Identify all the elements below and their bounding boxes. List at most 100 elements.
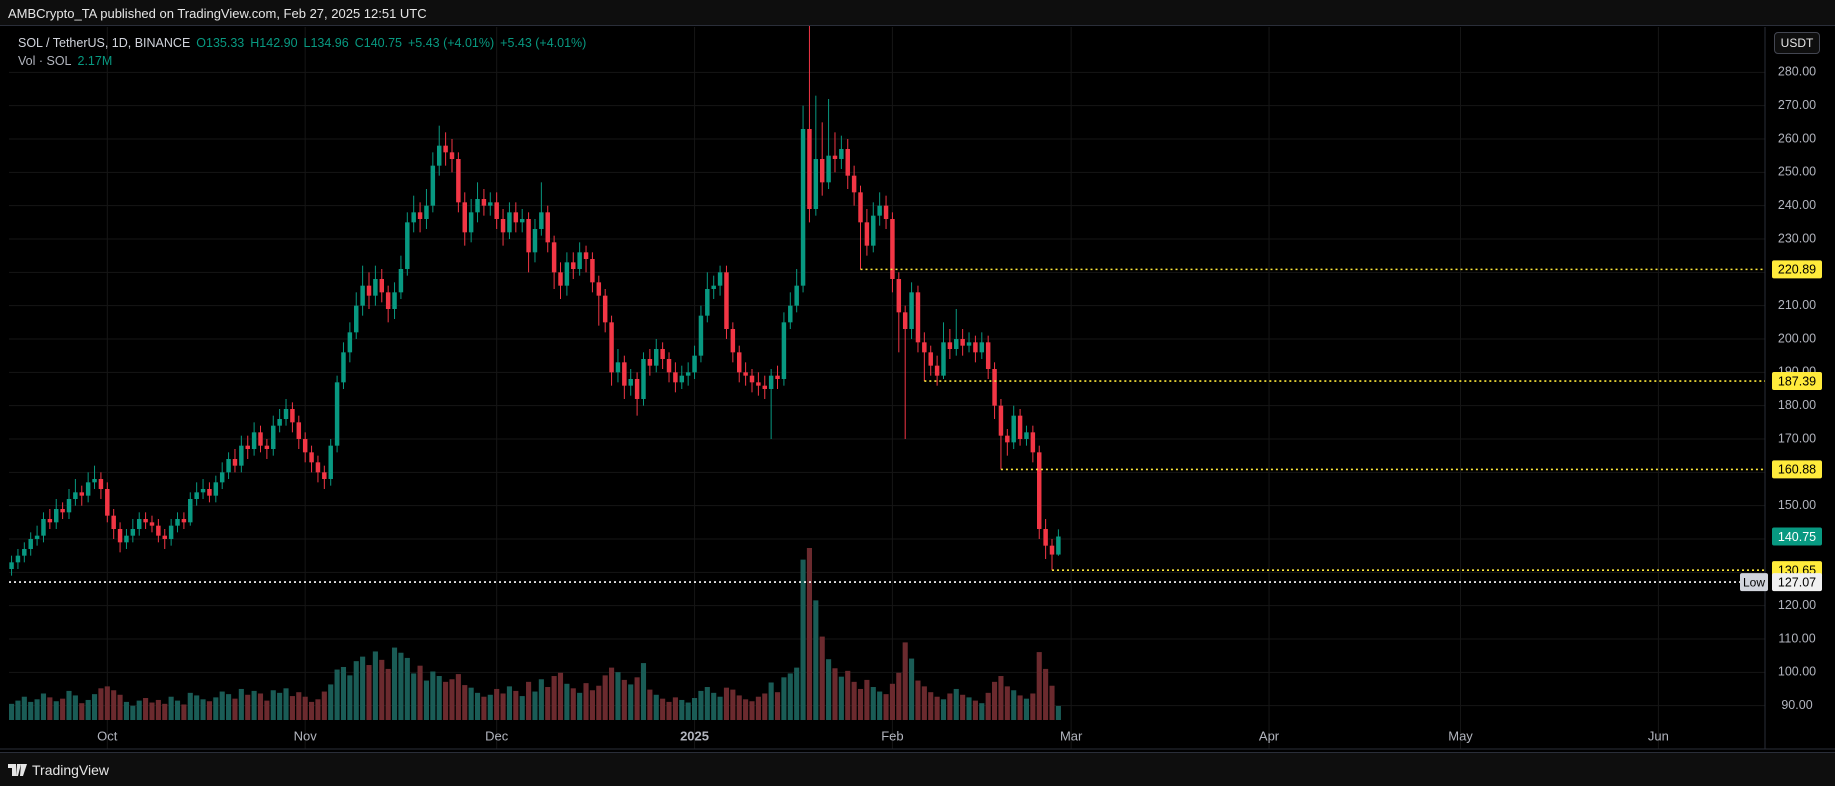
candle-body — [762, 385, 767, 389]
volume-bar — [245, 694, 251, 720]
ohlc-item: O135.33 — [196, 36, 245, 50]
volume-bar — [870, 687, 876, 720]
candle-body — [941, 342, 946, 376]
candle-body — [66, 499, 72, 513]
volume-bar — [264, 700, 270, 720]
volume-bar — [526, 681, 532, 720]
volume-bar — [1030, 693, 1036, 720]
volume-bar — [60, 698, 66, 720]
candle-body — [500, 219, 506, 233]
candle-body — [513, 212, 519, 223]
volume-bar — [749, 701, 755, 720]
level-label: 160.88 — [1778, 463, 1816, 477]
volume-bar — [851, 681, 857, 720]
candle-body — [411, 212, 416, 223]
volume-bar — [34, 699, 40, 720]
candle-body — [800, 129, 806, 286]
low-label-box — [1772, 573, 1822, 592]
candle-body — [136, 519, 142, 529]
volume-bar — [21, 696, 27, 720]
volume-bar — [72, 695, 78, 720]
x-tick-label: May — [1448, 728, 1473, 743]
volume-bar — [998, 676, 1004, 720]
candle-body — [124, 535, 129, 543]
volume-bar — [787, 673, 793, 720]
candle-body — [188, 499, 193, 523]
volume-bar — [883, 694, 889, 720]
volume-bar — [462, 685, 468, 720]
volume-bar — [155, 699, 161, 720]
volume-bar — [647, 689, 653, 720]
candle-body — [456, 159, 461, 203]
x-tick-label: Nov — [294, 728, 318, 743]
ohlc-item: +5.43 (+4.01%) — [407, 36, 495, 50]
candle-body — [551, 242, 557, 273]
candle-body — [1011, 415, 1016, 443]
candle-body — [417, 212, 423, 219]
candle-body — [283, 409, 289, 419]
candle-body — [851, 175, 857, 193]
low-tag: Low — [1743, 575, 1765, 589]
candle-body — [679, 375, 685, 383]
candle-body — [328, 445, 333, 479]
volume-bar — [47, 697, 53, 720]
volume-bar — [979, 703, 985, 720]
candle-body — [436, 145, 442, 166]
volume-bar — [85, 699, 91, 720]
y-tick-label: 270.00 — [1778, 98, 1816, 112]
currency-button[interactable]: USDT — [1774, 32, 1820, 54]
volume-bar — [653, 694, 659, 720]
volume-bar — [628, 684, 634, 720]
volume-bar — [960, 694, 966, 720]
candle-body — [960, 339, 965, 346]
volume-bar — [985, 692, 991, 720]
volume-bar — [487, 694, 493, 720]
volume-bar — [270, 690, 276, 720]
x-tick-label: Dec — [485, 728, 509, 743]
candle-body — [443, 145, 448, 153]
candle-body — [864, 222, 870, 246]
y-tick-label: 200.00 — [1778, 331, 1816, 345]
volume-bar — [226, 694, 232, 720]
level-label-box — [1772, 460, 1822, 479]
candle-body — [883, 205, 889, 219]
volume-bar — [921, 686, 927, 720]
candle-body — [641, 359, 646, 399]
candle-body — [743, 372, 748, 376]
volume-bar — [557, 672, 564, 720]
candle-body — [309, 452, 314, 463]
volume-bar — [200, 699, 206, 720]
volume-bar — [53, 701, 59, 720]
volume-bar — [813, 600, 819, 720]
volume-bar — [909, 658, 915, 720]
volume-bar — [902, 642, 908, 720]
volume-bar — [468, 687, 474, 720]
footer-bar: TradingView — [0, 752, 1835, 786]
candle-body — [232, 459, 238, 466]
candle-body — [194, 492, 199, 499]
volume-bar — [385, 668, 391, 720]
candle-body — [156, 525, 161, 536]
candle-body — [9, 562, 14, 569]
candle-body — [788, 305, 793, 323]
volume-row: Vol · SOL 2.17M — [18, 52, 586, 70]
last-price-box — [1772, 527, 1822, 546]
volume-bar — [136, 700, 142, 720]
volume-bar — [372, 651, 378, 720]
volume-bar — [723, 687, 730, 720]
candle-body — [736, 352, 742, 373]
candle-body — [207, 489, 212, 496]
volume-bar — [717, 696, 723, 720]
candle-body — [92, 479, 97, 483]
volume-bar — [806, 547, 812, 720]
candle-body — [966, 342, 972, 346]
volume-bar — [283, 688, 289, 720]
volume-bar — [334, 669, 340, 720]
volume-bar — [366, 665, 372, 720]
volume-bar — [423, 680, 430, 720]
x-tick-label: Apr — [1259, 728, 1280, 743]
x-tick-label: Feb — [881, 728, 903, 743]
candle-body — [347, 332, 353, 353]
volume-bar — [315, 699, 321, 720]
brand[interactable]: TradingView — [32, 762, 110, 778]
